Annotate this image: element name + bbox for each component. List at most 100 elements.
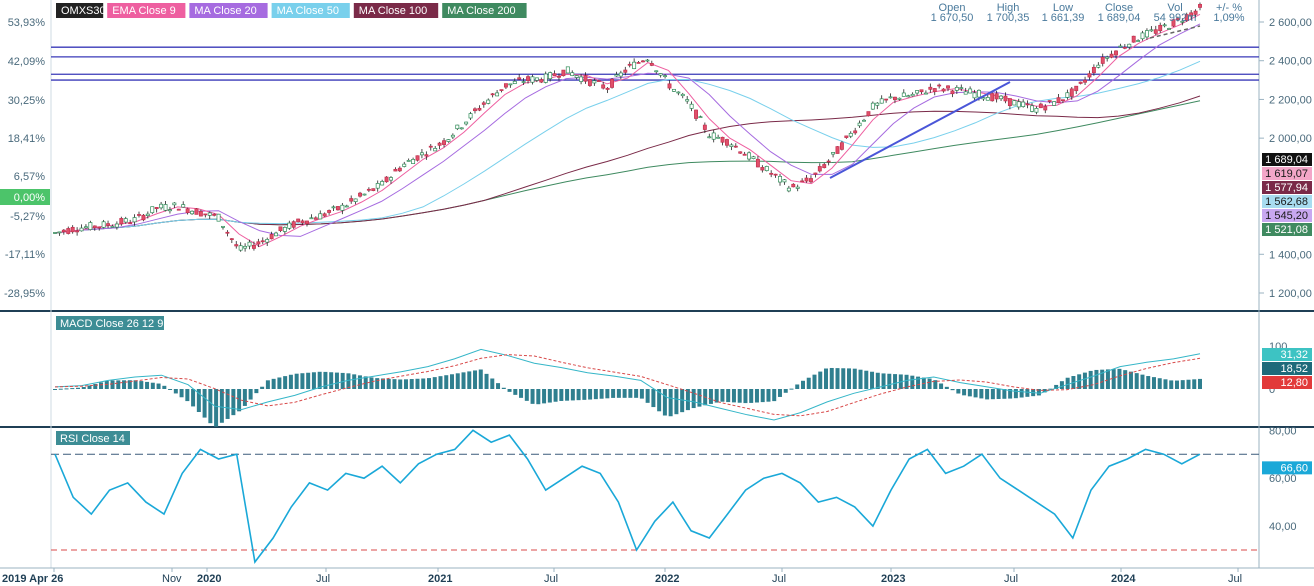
rsi-legend-chip[interactable]	[56, 431, 130, 445]
macd-histogram-bar	[450, 374, 455, 389]
candle-body	[1105, 56, 1110, 59]
legend-chip[interactable]	[189, 3, 268, 18]
macd-legend-label: MACD Close 26 12 9	[60, 318, 163, 330]
candle-body	[963, 91, 968, 95]
macd-histogram-bar	[1054, 384, 1059, 389]
legend-chip[interactable]	[107, 3, 186, 18]
macd-histogram-bar	[887, 373, 892, 389]
macd-histogram-bar	[927, 378, 932, 389]
macd-histogram-bar	[852, 368, 857, 389]
macd-legend-chip[interactable]	[56, 316, 164, 330]
macd-histogram-bar	[386, 378, 391, 389]
macd-histogram-bar	[122, 380, 127, 389]
candle-body	[287, 222, 292, 229]
macd-histogram-bar	[58, 388, 63, 390]
candle-body	[1127, 43, 1132, 48]
ma-100-line	[54, 95, 1201, 234]
macd-histogram-bar	[363, 376, 368, 389]
candle-body	[508, 83, 513, 86]
candle-body	[234, 244, 239, 247]
candle-body	[999, 95, 1004, 100]
legend-chip-label: MA Close 50	[277, 5, 339, 17]
macd-histogram-bar	[225, 389, 230, 419]
dashed-trend-line	[1149, 25, 1201, 39]
x-axis-label: Jul	[316, 573, 330, 585]
macd-histogram-bar	[530, 389, 535, 404]
legend-chip[interactable]	[271, 3, 350, 18]
macd-histogram-bar	[864, 370, 869, 389]
rsi-tick-label: 60,00	[1269, 473, 1297, 485]
candle-body	[623, 69, 628, 73]
candle-body	[327, 210, 332, 213]
macd-histogram-bar	[300, 373, 305, 389]
candle-body	[786, 187, 791, 192]
macd-histogram-bar	[818, 371, 823, 389]
macd-histogram-bar	[1105, 369, 1110, 389]
legend-chip[interactable]	[56, 3, 104, 18]
macd-histogram-bar	[162, 385, 167, 389]
macd-histogram-bar	[70, 388, 75, 390]
candle-body	[106, 223, 111, 226]
macd-histogram-bar	[202, 389, 207, 418]
last-value-badge	[1262, 181, 1312, 194]
candle-body	[1100, 56, 1105, 64]
macd-histogram-bar	[714, 389, 719, 403]
candle-body	[1162, 24, 1167, 27]
price-pane: 2 600,00 2 400,00 2 200,00 2 000,00 1 400,00…	[0, 2, 1312, 300]
macd-histogram-bar	[1151, 377, 1156, 389]
last-value-badge	[1262, 195, 1312, 208]
legend-chip[interactable]	[353, 3, 439, 18]
ohlc-header-value: 1 689,04	[1098, 12, 1141, 24]
candle-body	[499, 89, 504, 91]
candle-body	[251, 244, 256, 249]
candle-body	[1091, 66, 1096, 74]
candle-body	[685, 99, 690, 102]
candle-body	[362, 193, 367, 196]
legend-chip[interactable]	[442, 3, 527, 18]
candle-body	[610, 78, 614, 88]
macd-histogram-bar	[524, 389, 529, 401]
macd-histogram-bar	[789, 388, 794, 390]
candle-body	[198, 211, 203, 217]
candle-body	[274, 232, 278, 237]
rsi-value-badge-text: 66,60	[1280, 462, 1308, 474]
macd-histogram-bar	[1117, 368, 1122, 389]
zero-percent-badge	[0, 189, 50, 205]
macd-histogram-bar	[875, 372, 880, 389]
ohlc-header-value: 54 992m	[1154, 12, 1197, 24]
macd-histogram-bar	[1134, 373, 1139, 389]
price-tick-label: 1 400,00	[1269, 249, 1312, 261]
macd-histogram-bar	[599, 389, 604, 399]
ohlc-header-label: High	[997, 2, 1020, 14]
rsi-tick-label: 40,00	[1269, 521, 1297, 533]
candle-body	[800, 180, 805, 183]
candle-body	[795, 186, 800, 189]
candle-body	[866, 111, 871, 117]
macd-histogram-bar	[271, 378, 276, 389]
candle-body	[946, 85, 950, 89]
macd-histogram-bar	[559, 389, 564, 401]
macd-tick-label: 0	[1269, 384, 1275, 396]
candle-body	[879, 98, 884, 104]
candle-body	[1025, 103, 1030, 106]
candle-body	[1038, 103, 1043, 109]
macd-histogram-bar	[473, 370, 478, 389]
macd-histogram-bar	[824, 368, 829, 389]
x-axis-label: Jul	[544, 573, 558, 585]
macd-histogram-bar	[214, 389, 219, 427]
macd-histogram-bar	[536, 389, 541, 405]
candle-body	[839, 142, 844, 150]
candle-body	[309, 217, 314, 220]
candle-body	[809, 178, 813, 183]
macd-histogram-bar	[237, 389, 242, 412]
macd-histogram-bar	[996, 389, 1001, 399]
macd-histogram-bar	[380, 378, 385, 389]
macd-histogram-bar	[766, 389, 771, 402]
candle-body	[265, 239, 270, 243]
candle-body	[751, 156, 756, 159]
candle-body	[579, 76, 584, 82]
macd-histogram-bar	[944, 386, 949, 389]
candle-body	[172, 202, 177, 206]
macd-histogram-bar	[403, 379, 408, 389]
candle-body	[698, 116, 703, 119]
